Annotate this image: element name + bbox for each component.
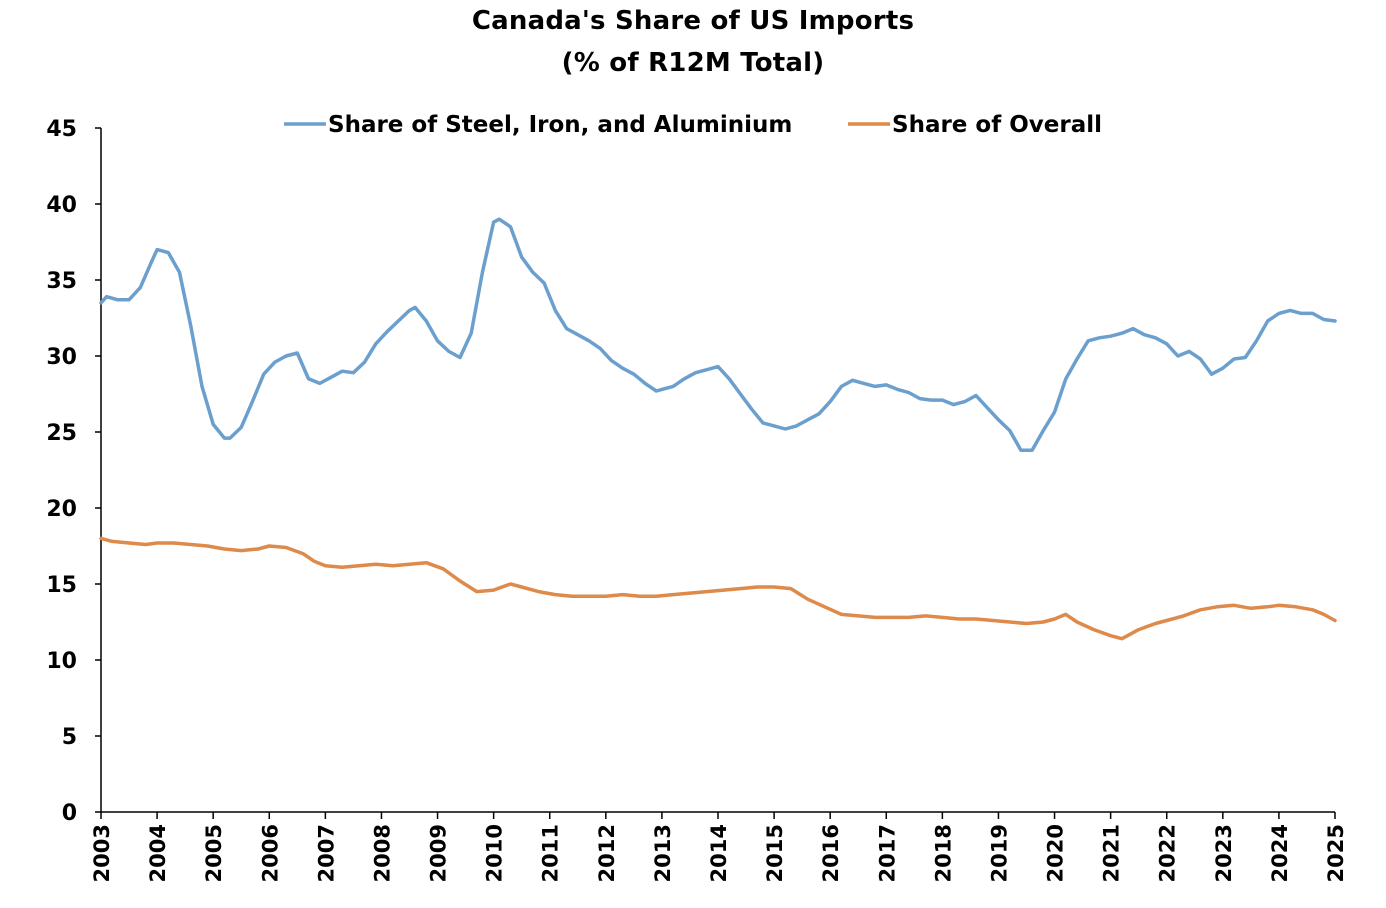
series-line-2 [99,536,1337,641]
y-tick-label: 30 [46,345,77,370]
x-tick-label: 2009 [427,824,451,882]
x-tick-label: 2022 [1156,824,1180,882]
y-tick-label: 0 [62,801,77,826]
y-tick-label: 45 [46,117,77,142]
x-tick-label: 2016 [819,824,843,882]
chart-title: Canada's Share of US Imports [471,6,915,36]
y-tick-label: 20 [46,497,77,522]
x-tick-label: 2011 [539,824,563,882]
x-tick-label: 2006 [258,824,282,882]
x-tick-label: 2019 [987,824,1011,882]
x-tick-label: 2013 [651,824,675,882]
legend-label-1: Share of Steel, Iron, and Aluminium [328,112,792,138]
x-tick-label: 2010 [483,824,507,882]
chart-subtitle: (% of R12M Total) [561,48,825,78]
series-line-1 [99,217,1337,452]
x-tick-label: 2004 [146,824,170,882]
x-tick-label: 2003 [90,824,114,882]
y-tick-label: 40 [46,193,77,218]
x-tick-label: 2015 [763,824,787,882]
x-tick-label: 2020 [1044,824,1068,882]
x-tick-label: 2014 [707,824,731,882]
y-tick-label: 10 [46,649,77,674]
y-tick-label: 15 [46,573,77,598]
x-tick-label: 2025 [1324,824,1348,882]
x-tick-label: 2008 [370,824,394,882]
x-tick-label: 2007 [314,824,338,882]
legend-label-2: Share of Overall [892,112,1102,138]
x-tick-label: 2018 [931,824,955,882]
x-tick-label: 2017 [875,824,899,882]
y-tick-label: 5 [62,725,77,750]
x-tick-label: 2021 [1100,824,1124,882]
x-tick-label: 2005 [202,824,226,882]
x-tick-label: 2024 [1268,824,1292,882]
x-tick-label: 2023 [1212,824,1236,882]
y-tick-label: 35 [46,269,77,294]
y-tick-label: 25 [46,421,77,446]
x-tick-label: 2012 [595,824,619,882]
